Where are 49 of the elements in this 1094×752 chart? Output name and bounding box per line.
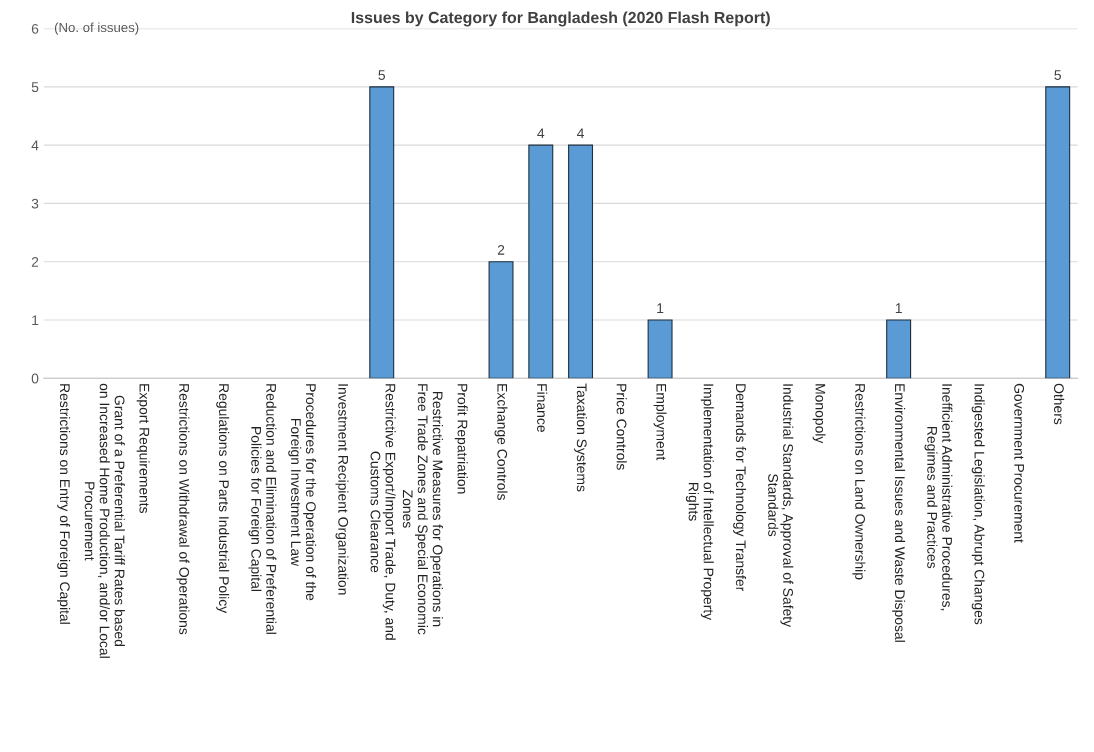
x-tick-label: Restrictions on Land Ownership (852, 384, 866, 580)
bar (647, 319, 673, 379)
x-tick-label: Restrictions on Withdrawal of Operations (176, 384, 190, 635)
bar (528, 144, 554, 379)
y-tick-label: 3 (31, 198, 39, 209)
x-tick-label: Monopoly (812, 384, 826, 444)
bar (886, 319, 912, 379)
x-tick-label: Exchange Controls (494, 384, 508, 500)
data-label: 1 (657, 303, 664, 313)
x-tick-label: Finance (537, 384, 548, 432)
x-tick-label: Regulations on Parts Industrial Policy (216, 384, 230, 614)
x-tick-label: Taxation Systems (574, 383, 588, 492)
y-tick-label: 0 (31, 373, 39, 384)
x-tick-label: Employment (653, 384, 667, 461)
x-tick-label: Price Controls (616, 384, 627, 470)
x-tick-label: Inefficient Administrative Procedures, Regimes and Practices (924, 384, 953, 611)
y-axis-title: (No. of issues) (54, 22, 139, 35)
data-label: 5 (378, 70, 386, 80)
x-tick-label: Reduction and Elimination of Preferential Policies for Foreign Capital (248, 384, 277, 634)
y-tick-label: 1 (32, 315, 39, 326)
x-tick-label: Procedures for the Operation of the Foreign Investment Law (288, 384, 317, 601)
x-tick-label: Restrictive Measures for Operations in Free Trade Zones and Special Economic Zones (402, 384, 443, 635)
y-tick-label: 6 (31, 23, 39, 34)
x-tick-label: Demands for Technology Transfer (733, 384, 747, 592)
data-label: 5 (1054, 70, 1061, 80)
data-label: 4 (577, 128, 585, 139)
bar (488, 261, 514, 379)
x-tick-label: Indigested Legislation, Abrupt Changes (971, 384, 985, 625)
x-tick-label: Profit Repatriation (454, 384, 468, 494)
data-label: 2 (497, 244, 505, 255)
x-tick-label: Others (1053, 383, 1065, 425)
x-tick-label: Investment Recipient Organization (335, 384, 349, 595)
bar (369, 86, 395, 379)
x-tick-label: Grant of a Preferential Tariff Rates based on Increased Home Production, and/or Local Procurement (84, 383, 125, 658)
x-tick-label: Implementation of Intellectual Property Rights (685, 384, 714, 621)
bar (568, 144, 594, 379)
y-tick-label: 2 (31, 257, 39, 267)
x-tick-label: Industrial Standards, Approval of Safety Standards (768, 384, 794, 628)
x-tick-label: Restrictions on Entry of Foreign Capital (57, 384, 71, 624)
data-label: 1 (895, 303, 902, 313)
x-tick-label: Government Procurement (1014, 383, 1025, 543)
bar (1045, 86, 1071, 379)
x-tick-label: Export Requirements (136, 384, 150, 514)
x-tick-label: Environmental Issues and Waste Disposal (892, 384, 906, 642)
x-tick-label: Restrictive Export/Import Trade, Duty, and Customs Clearance (370, 384, 396, 640)
chart-title: Issues by Category for Bangladesh (2020 Flash Report) (351, 11, 770, 27)
data-label: 4 (537, 128, 545, 139)
y-tick-label: 5 (31, 82, 39, 93)
y-tick-label: 4 (31, 140, 39, 151)
